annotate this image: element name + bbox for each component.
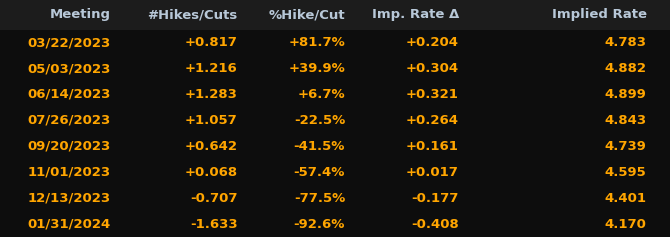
Text: 09/20/2023: 09/20/2023 <box>27 140 111 153</box>
Text: -1.633: -1.633 <box>190 218 238 231</box>
Text: 4.595: 4.595 <box>605 166 647 179</box>
Text: +1.283: +1.283 <box>185 88 238 101</box>
Text: 12/13/2023: 12/13/2023 <box>27 192 111 205</box>
Text: +1.216: +1.216 <box>185 62 238 75</box>
Text: +0.068: +0.068 <box>185 166 238 179</box>
Text: 4.899: 4.899 <box>604 88 647 101</box>
Text: +1.057: +1.057 <box>185 114 238 127</box>
Text: 4.401: 4.401 <box>604 192 647 205</box>
Text: 11/01/2023: 11/01/2023 <box>27 166 111 179</box>
Text: +0.321: +0.321 <box>406 88 459 101</box>
Text: -92.6%: -92.6% <box>293 218 345 231</box>
Text: +0.017: +0.017 <box>406 166 459 179</box>
Text: 4.783: 4.783 <box>604 36 647 49</box>
Text: +0.161: +0.161 <box>406 140 459 153</box>
Text: 4.170: 4.170 <box>604 218 647 231</box>
Text: +0.817: +0.817 <box>185 36 238 49</box>
Text: -57.4%: -57.4% <box>293 166 345 179</box>
Text: 4.739: 4.739 <box>604 140 647 153</box>
Text: -0.408: -0.408 <box>411 218 459 231</box>
Text: Meeting: Meeting <box>50 8 111 21</box>
Text: -0.177: -0.177 <box>411 192 459 205</box>
Text: Imp. Rate Δ: Imp. Rate Δ <box>372 8 459 21</box>
Text: +6.7%: +6.7% <box>297 88 345 101</box>
Text: -0.707: -0.707 <box>190 192 238 205</box>
Text: 05/03/2023: 05/03/2023 <box>27 62 111 75</box>
Text: #Hikes/Cuts: #Hikes/Cuts <box>147 8 238 21</box>
Text: 03/22/2023: 03/22/2023 <box>27 36 111 49</box>
Text: 01/31/2024: 01/31/2024 <box>27 218 111 231</box>
Text: 4.843: 4.843 <box>604 114 647 127</box>
Text: +0.304: +0.304 <box>406 62 459 75</box>
Text: +0.204: +0.204 <box>406 36 459 49</box>
Text: -77.5%: -77.5% <box>294 192 345 205</box>
Text: 07/26/2023: 07/26/2023 <box>27 114 111 127</box>
Text: +39.9%: +39.9% <box>288 62 345 75</box>
Text: +0.264: +0.264 <box>406 114 459 127</box>
Text: +81.7%: +81.7% <box>288 36 345 49</box>
Bar <box>0 0 670 30</box>
Text: %Hike/Cut: %Hike/Cut <box>269 8 345 21</box>
Text: +0.642: +0.642 <box>185 140 238 153</box>
Text: 4.882: 4.882 <box>604 62 647 75</box>
Text: 06/14/2023: 06/14/2023 <box>27 88 111 101</box>
Text: Implied Rate: Implied Rate <box>551 8 647 21</box>
Text: -41.5%: -41.5% <box>293 140 345 153</box>
Text: -22.5%: -22.5% <box>294 114 345 127</box>
